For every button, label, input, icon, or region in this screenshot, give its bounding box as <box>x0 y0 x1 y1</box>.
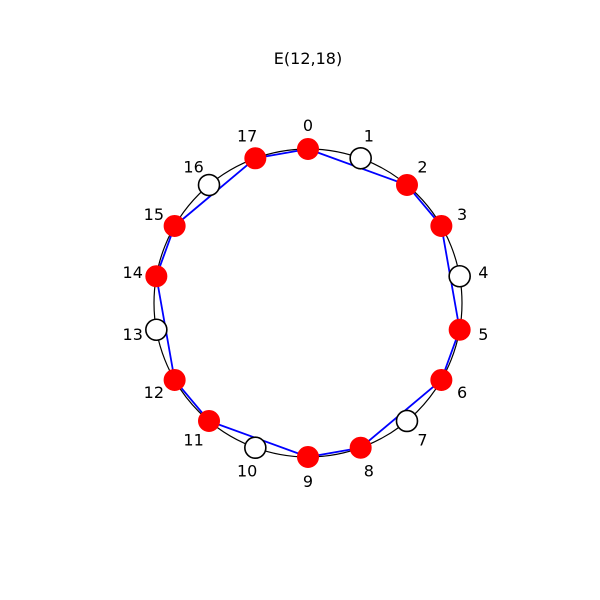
step-label-0: 0 <box>303 116 313 135</box>
onset-marker-11 <box>198 409 221 432</box>
rest-marker-7 <box>395 409 419 433</box>
step-label-2: 2 <box>417 158 427 177</box>
rest-marker-13 <box>145 318 168 342</box>
step-label-15: 15 <box>144 205 164 224</box>
rest-marker-10 <box>244 436 267 460</box>
step-label-1: 1 <box>364 127 374 146</box>
onset-marker-9 <box>297 446 319 468</box>
onset-marker-5 <box>448 318 471 341</box>
step-label-12: 12 <box>144 383 164 402</box>
step-label-16: 16 <box>183 158 203 177</box>
step-label-9: 9 <box>303 472 313 491</box>
onset-marker-0 <box>297 138 319 160</box>
onset-marker-12 <box>163 369 186 391</box>
onset-marker-6 <box>430 369 453 391</box>
rest-marker-1 <box>349 146 372 170</box>
step-markers <box>145 138 471 468</box>
onset-marker-15 <box>163 215 186 237</box>
step-label-17: 17 <box>237 127 257 146</box>
diagram-title: E(12,18) <box>274 49 342 68</box>
onset-marker-8 <box>349 436 372 459</box>
step-label-8: 8 <box>364 461 374 480</box>
onset-marker-2 <box>395 174 418 197</box>
step-label-10: 10 <box>237 461 257 480</box>
step-label-7: 7 <box>417 430 427 449</box>
step-label-6: 6 <box>457 383 467 402</box>
onset-marker-3 <box>430 215 453 237</box>
rest-marker-4 <box>448 264 471 288</box>
rest-marker-16 <box>197 173 221 197</box>
onset-polygon <box>155 148 461 458</box>
step-label-11: 11 <box>183 430 203 449</box>
step-label-14: 14 <box>123 263 143 282</box>
step-label-3: 3 <box>457 205 467 224</box>
onset-marker-17 <box>244 147 267 170</box>
step-label-5: 5 <box>478 325 488 344</box>
step-label-13: 13 <box>123 325 143 344</box>
onset-marker-14 <box>145 265 168 288</box>
step-label-4: 4 <box>478 263 488 282</box>
